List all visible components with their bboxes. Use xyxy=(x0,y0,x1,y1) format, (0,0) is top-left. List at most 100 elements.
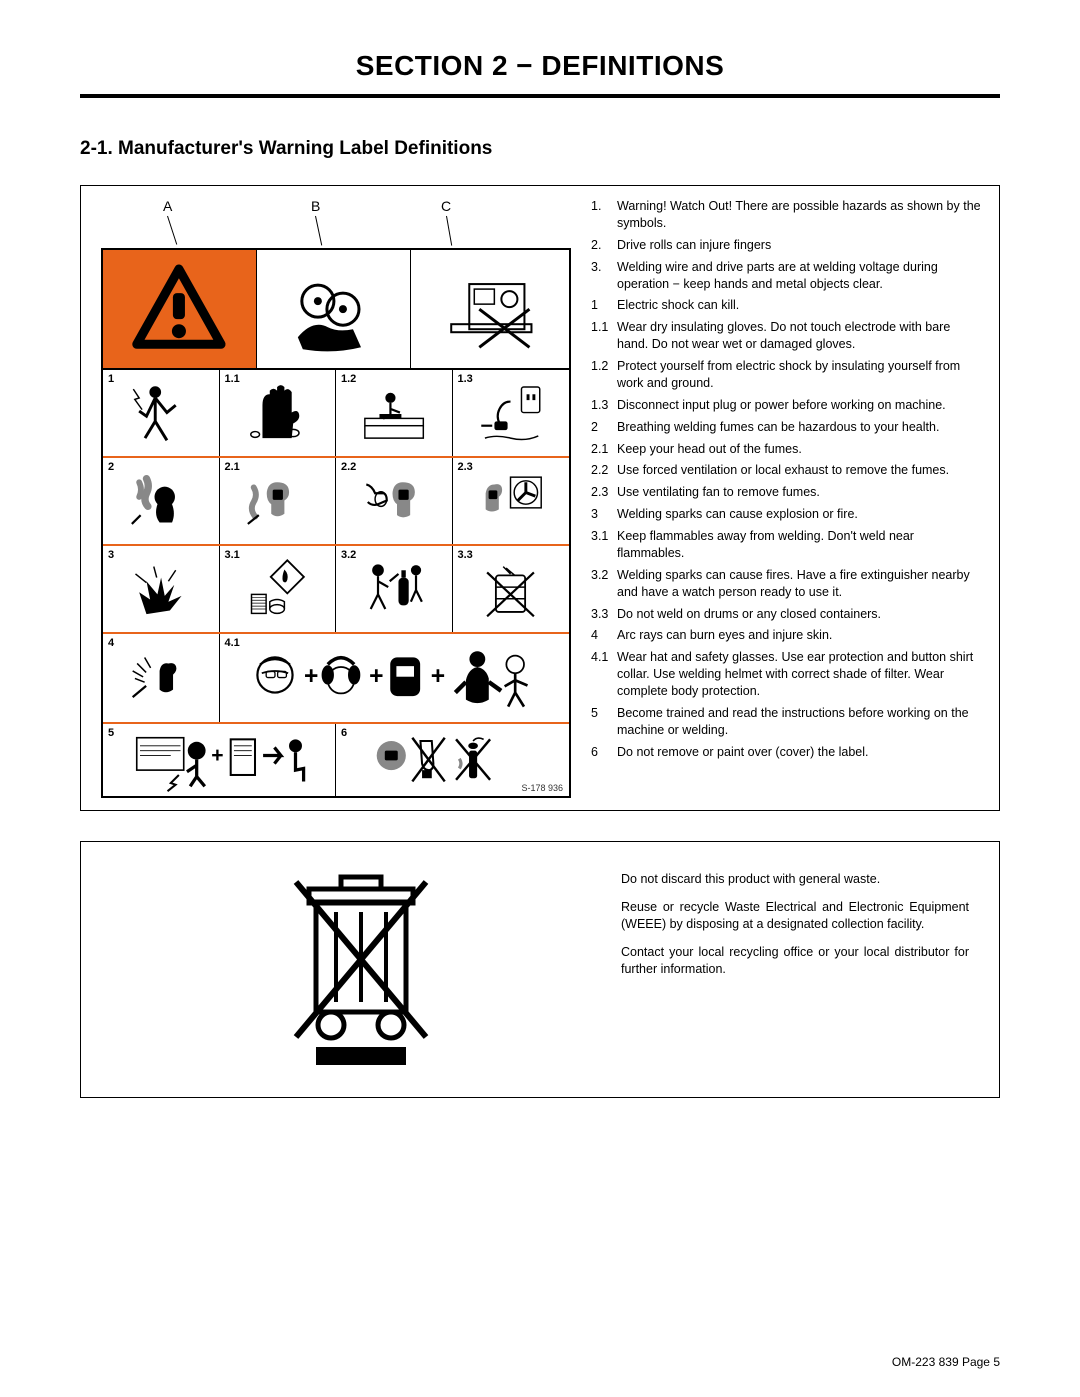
definition-item: 1.Warning! Watch Out! There are possible… xyxy=(591,198,981,232)
arc-rays-icon: 4 xyxy=(103,634,220,722)
training-manual-icon: 5 + xyxy=(103,724,336,796)
definition-num: 3 xyxy=(591,506,617,523)
subsection-title: 2-1. Manufacturer's Warning Label Defini… xyxy=(80,138,1000,160)
abc-pointer-row: A B C xyxy=(101,198,571,248)
label-paint-x-icon: 6 S-178 936 xyxy=(336,724,569,796)
cell-num: 4.1 xyxy=(225,637,240,649)
definition-num: 2.1 xyxy=(591,441,617,458)
svg-text:+: + xyxy=(431,663,445,690)
definition-text: Use ventilating fan to remove fumes. xyxy=(617,484,981,501)
definition-item: 1Electric shock can kill. xyxy=(591,297,981,314)
definition-num: 1.2 xyxy=(591,358,617,392)
definition-text: Wear dry insulating gloves. Do not touch… xyxy=(617,319,981,353)
svg-text:+: + xyxy=(304,663,318,690)
svg-text:+: + xyxy=(211,744,223,767)
section-title: SECTION 2 − DEFINITIONS xyxy=(80,50,1000,98)
definition-num: 5 xyxy=(591,705,617,739)
definition-num: 3.2 xyxy=(591,567,617,601)
warning-label-grid: 1 1.1 1.2 1.3 2 xyxy=(101,248,571,798)
definition-num: 4 xyxy=(591,627,617,644)
definition-text: Keep flammables away from welding. Don't… xyxy=(617,528,981,562)
cell-num: 1.1 xyxy=(225,373,240,385)
pointer-c-label: C xyxy=(441,198,451,214)
fan-exhaust-icon: 2.3 xyxy=(453,458,570,544)
definition-num: 3.3 xyxy=(591,606,617,623)
definition-num: 3.1 xyxy=(591,528,617,562)
pointer-b-label: B xyxy=(311,198,320,214)
definition-text: Arc rays can burn eyes and injure skin. xyxy=(617,627,981,644)
cell-num: 3 xyxy=(108,549,114,561)
sparks-explosion-icon: 3 xyxy=(103,546,220,632)
warning-triangle-icon xyxy=(103,250,257,368)
definitions-list: 1.Warning! Watch Out! There are possible… xyxy=(591,198,981,798)
ppe-sequence-icon: 4.1 + + xyxy=(220,634,570,722)
definition-text: Become trained and read the instructions… xyxy=(617,705,981,739)
definition-text: Breathing welding fumes can be hazardous… xyxy=(617,419,981,436)
disconnect-plug-icon: 1.3 xyxy=(453,370,570,456)
definition-text: Drive rolls can injure fingers xyxy=(617,237,981,254)
cell-num: 3.1 xyxy=(225,549,240,561)
definition-text: Welding wire and drive parts are at weld… xyxy=(617,259,981,293)
definition-num: 3. xyxy=(591,259,617,293)
definition-num: 2. xyxy=(591,237,617,254)
definition-item: 4.1Wear hat and safety glasses. Use ear … xyxy=(591,649,981,700)
definition-text: Keep your head out of the fumes. xyxy=(617,441,981,458)
definition-text: Do not weld on drums or any closed conta… xyxy=(617,606,981,623)
weee-paragraph: Do not discard this product with general… xyxy=(621,871,969,889)
definition-item: 2.2Use forced ventilation or local exhau… xyxy=(591,462,981,479)
page-footer: OM-223 839 Page 5 xyxy=(892,1355,1000,1369)
cell-num: 1 xyxy=(108,373,114,385)
head-out-fumes-icon: 2.1 xyxy=(220,458,337,544)
definition-num: 2 xyxy=(591,419,617,436)
cell-num: 6 xyxy=(341,727,347,739)
cell-num: 4 xyxy=(108,637,114,649)
weee-text: Do not discard this product with general… xyxy=(621,867,969,989)
s-ref-label: S-178 936 xyxy=(521,783,563,793)
definition-text: Warning! Watch Out! There are possible h… xyxy=(617,198,981,232)
weee-paragraph: Contact your local recycling office or y… xyxy=(621,944,969,979)
definition-num: 6 xyxy=(591,744,617,761)
definition-num: 2.2 xyxy=(591,462,617,479)
drive-rolls-icon xyxy=(257,250,411,368)
definition-num: 1.1 xyxy=(591,319,617,353)
wire-feeder-x-icon xyxy=(411,250,569,368)
definition-item: 4Arc rays can burn eyes and injure skin. xyxy=(591,627,981,644)
definition-item: 2.Drive rolls can injure fingers xyxy=(591,237,981,254)
definition-text: Do not remove or paint over (cover) the … xyxy=(617,744,981,761)
cell-num: 3.3 xyxy=(458,549,473,561)
gloves-icon: 1.1 xyxy=(220,370,337,456)
cell-num: 2.1 xyxy=(225,461,240,473)
definition-text: Wear hat and safety glasses. Use ear pro… xyxy=(617,649,981,700)
definition-item: 5Become trained and read the instruction… xyxy=(591,705,981,739)
definition-text: Welding sparks can cause fires. Have a f… xyxy=(617,567,981,601)
definition-item: 2.1Keep your head out of the fumes. xyxy=(591,441,981,458)
definition-item: 3.2Welding sparks can cause fires. Have … xyxy=(591,567,981,601)
definition-item: 1.1Wear dry insulating gloves. Do not to… xyxy=(591,319,981,353)
fumes-hazard-icon: 2 xyxy=(103,458,220,544)
cell-num: 2.2 xyxy=(341,461,356,473)
definition-item: 2.3Use ventilating fan to remove fumes. xyxy=(591,484,981,501)
insulate-ground-icon: 1.2 xyxy=(336,370,453,456)
cell-num: 1.2 xyxy=(341,373,356,385)
definition-item: 6Do not remove or paint over (cover) the… xyxy=(591,744,981,761)
cell-num: 2 xyxy=(108,461,114,473)
definition-text: Protect yourself from electric shock by … xyxy=(617,358,981,392)
cell-num: 2.3 xyxy=(458,461,473,473)
electric-shock-icon: 1 xyxy=(103,370,220,456)
definition-item: 3Welding sparks can cause explosion or f… xyxy=(591,506,981,523)
weee-box: Do not discard this product with general… xyxy=(80,841,1000,1098)
cell-num: 1.3 xyxy=(458,373,473,385)
definition-text: Welding sparks can cause explosion or fi… xyxy=(617,506,981,523)
warning-label-diagram: A B C xyxy=(101,198,571,798)
flammables-away-icon: 3.1 xyxy=(220,546,337,632)
cell-num: 3.2 xyxy=(341,549,356,561)
definition-item: 3.1Keep flammables away from welding. Do… xyxy=(591,528,981,562)
svg-text:+: + xyxy=(370,663,384,690)
pointer-a-label: A xyxy=(163,198,172,214)
definition-item: 3.3Do not weld on drums or any closed co… xyxy=(591,606,981,623)
definition-num: 1 xyxy=(591,297,617,314)
cell-num: 5 xyxy=(108,727,114,739)
drum-no-weld-icon: 3.3 xyxy=(453,546,570,632)
definition-item: 2Breathing welding fumes can be hazardou… xyxy=(591,419,981,436)
definition-num: 1.3 xyxy=(591,397,617,414)
